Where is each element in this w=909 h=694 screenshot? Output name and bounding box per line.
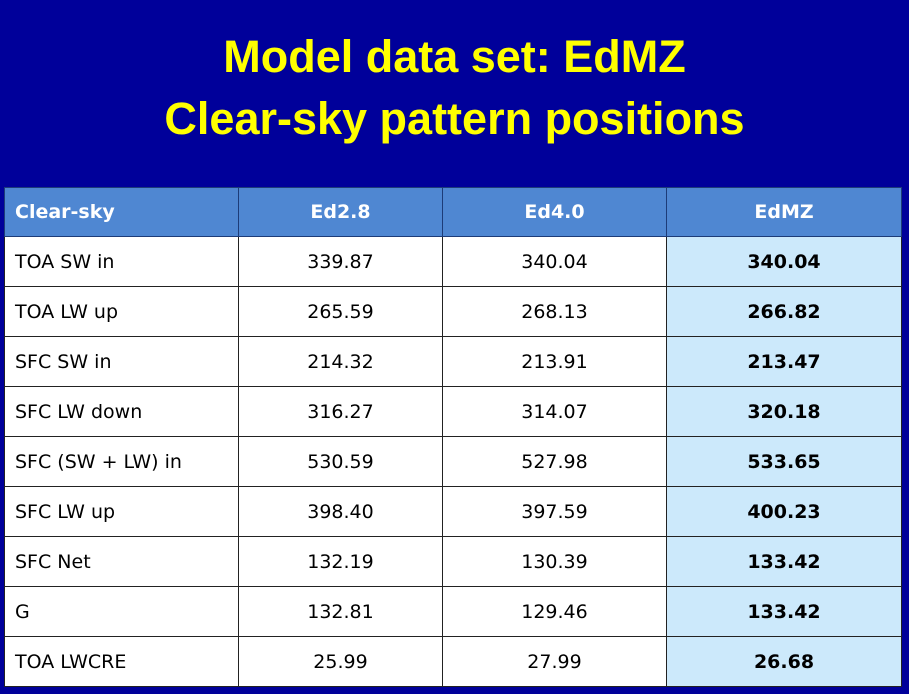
- edmz-value: 320.18: [666, 386, 902, 437]
- ed4-0-value: 340.04: [442, 236, 667, 287]
- edmz-value: 213.47: [666, 336, 902, 387]
- table-row: SFC LW down 316.27 314.07 320.18: [4, 386, 902, 437]
- edmz-value: 533.65: [666, 436, 902, 487]
- ed2-8-value: 25.99: [238, 636, 443, 687]
- ed2-8-value: 339.87: [238, 236, 443, 287]
- table-row: SFC Net 132.19 130.39 133.42: [4, 536, 902, 587]
- row-label: G: [4, 586, 239, 637]
- ed2-8-value: 265.59: [238, 286, 443, 337]
- header-ed4-0: Ed4.0: [442, 187, 667, 237]
- table-row: TOA LW up 265.59 268.13 266.82: [4, 286, 902, 337]
- ed4-0-value: 27.99: [442, 636, 667, 687]
- slide-title-line-2: Clear-sky pattern positions: [164, 93, 745, 144]
- row-label: TOA LWCRE: [4, 636, 239, 687]
- row-label: TOA SW in: [4, 236, 239, 287]
- ed4-0-value: 314.07: [442, 386, 667, 437]
- ed2-8-value: 214.32: [238, 336, 443, 387]
- table-row: SFC LW up 398.40 397.59 400.23: [4, 486, 902, 537]
- header-edmz: EdMZ: [666, 187, 902, 237]
- edmz-value: 133.42: [666, 586, 902, 637]
- ed4-0-value: 213.91: [442, 336, 667, 387]
- ed2-8-value: 132.81: [238, 586, 443, 637]
- edmz-value: 340.04: [666, 236, 902, 287]
- table-row: SFC (SW + LW) in 530.59 527.98 533.65: [4, 436, 902, 487]
- row-label: SFC LW down: [4, 386, 239, 437]
- table-row: TOA LWCRE 25.99 27.99 26.68: [4, 636, 902, 687]
- ed4-0-value: 397.59: [442, 486, 667, 537]
- ed4-0-value: 268.13: [442, 286, 667, 337]
- ed2-8-value: 398.40: [238, 486, 443, 537]
- ed4-0-value: 527.98: [442, 436, 667, 487]
- slide-title-line-1: Model data set: EdMZ: [223, 31, 686, 82]
- table-row: TOA SW in 339.87 340.04 340.04: [4, 236, 902, 287]
- ed4-0-value: 129.46: [442, 586, 667, 637]
- row-label: SFC Net: [4, 536, 239, 587]
- edmz-value: 133.42: [666, 536, 902, 587]
- ed2-8-value: 132.19: [238, 536, 443, 587]
- row-label: SFC LW up: [4, 486, 239, 537]
- edmz-value: 266.82: [666, 286, 902, 337]
- row-label: SFC (SW + LW) in: [4, 436, 239, 487]
- ed2-8-value: 530.59: [238, 436, 443, 487]
- table-header-row: Clear-sky Ed2.8 Ed4.0 EdMZ: [4, 187, 902, 237]
- table-row: SFC SW in 214.32 213.91 213.47: [4, 336, 902, 387]
- ed2-8-value: 316.27: [238, 386, 443, 437]
- header-clear-sky: Clear-sky: [4, 187, 239, 237]
- row-label: TOA LW up: [4, 286, 239, 337]
- header-ed2-8: Ed2.8: [238, 187, 443, 237]
- table-row: G 132.81 129.46 133.42: [4, 586, 902, 637]
- ed4-0-value: 130.39: [442, 536, 667, 587]
- row-label: SFC SW in: [4, 336, 239, 387]
- edmz-value: 400.23: [666, 486, 902, 537]
- edmz-value: 26.68: [666, 636, 902, 687]
- clear-sky-table: Clear-sky Ed2.8 Ed4.0 EdMZ TOA SW in 339…: [4, 187, 902, 687]
